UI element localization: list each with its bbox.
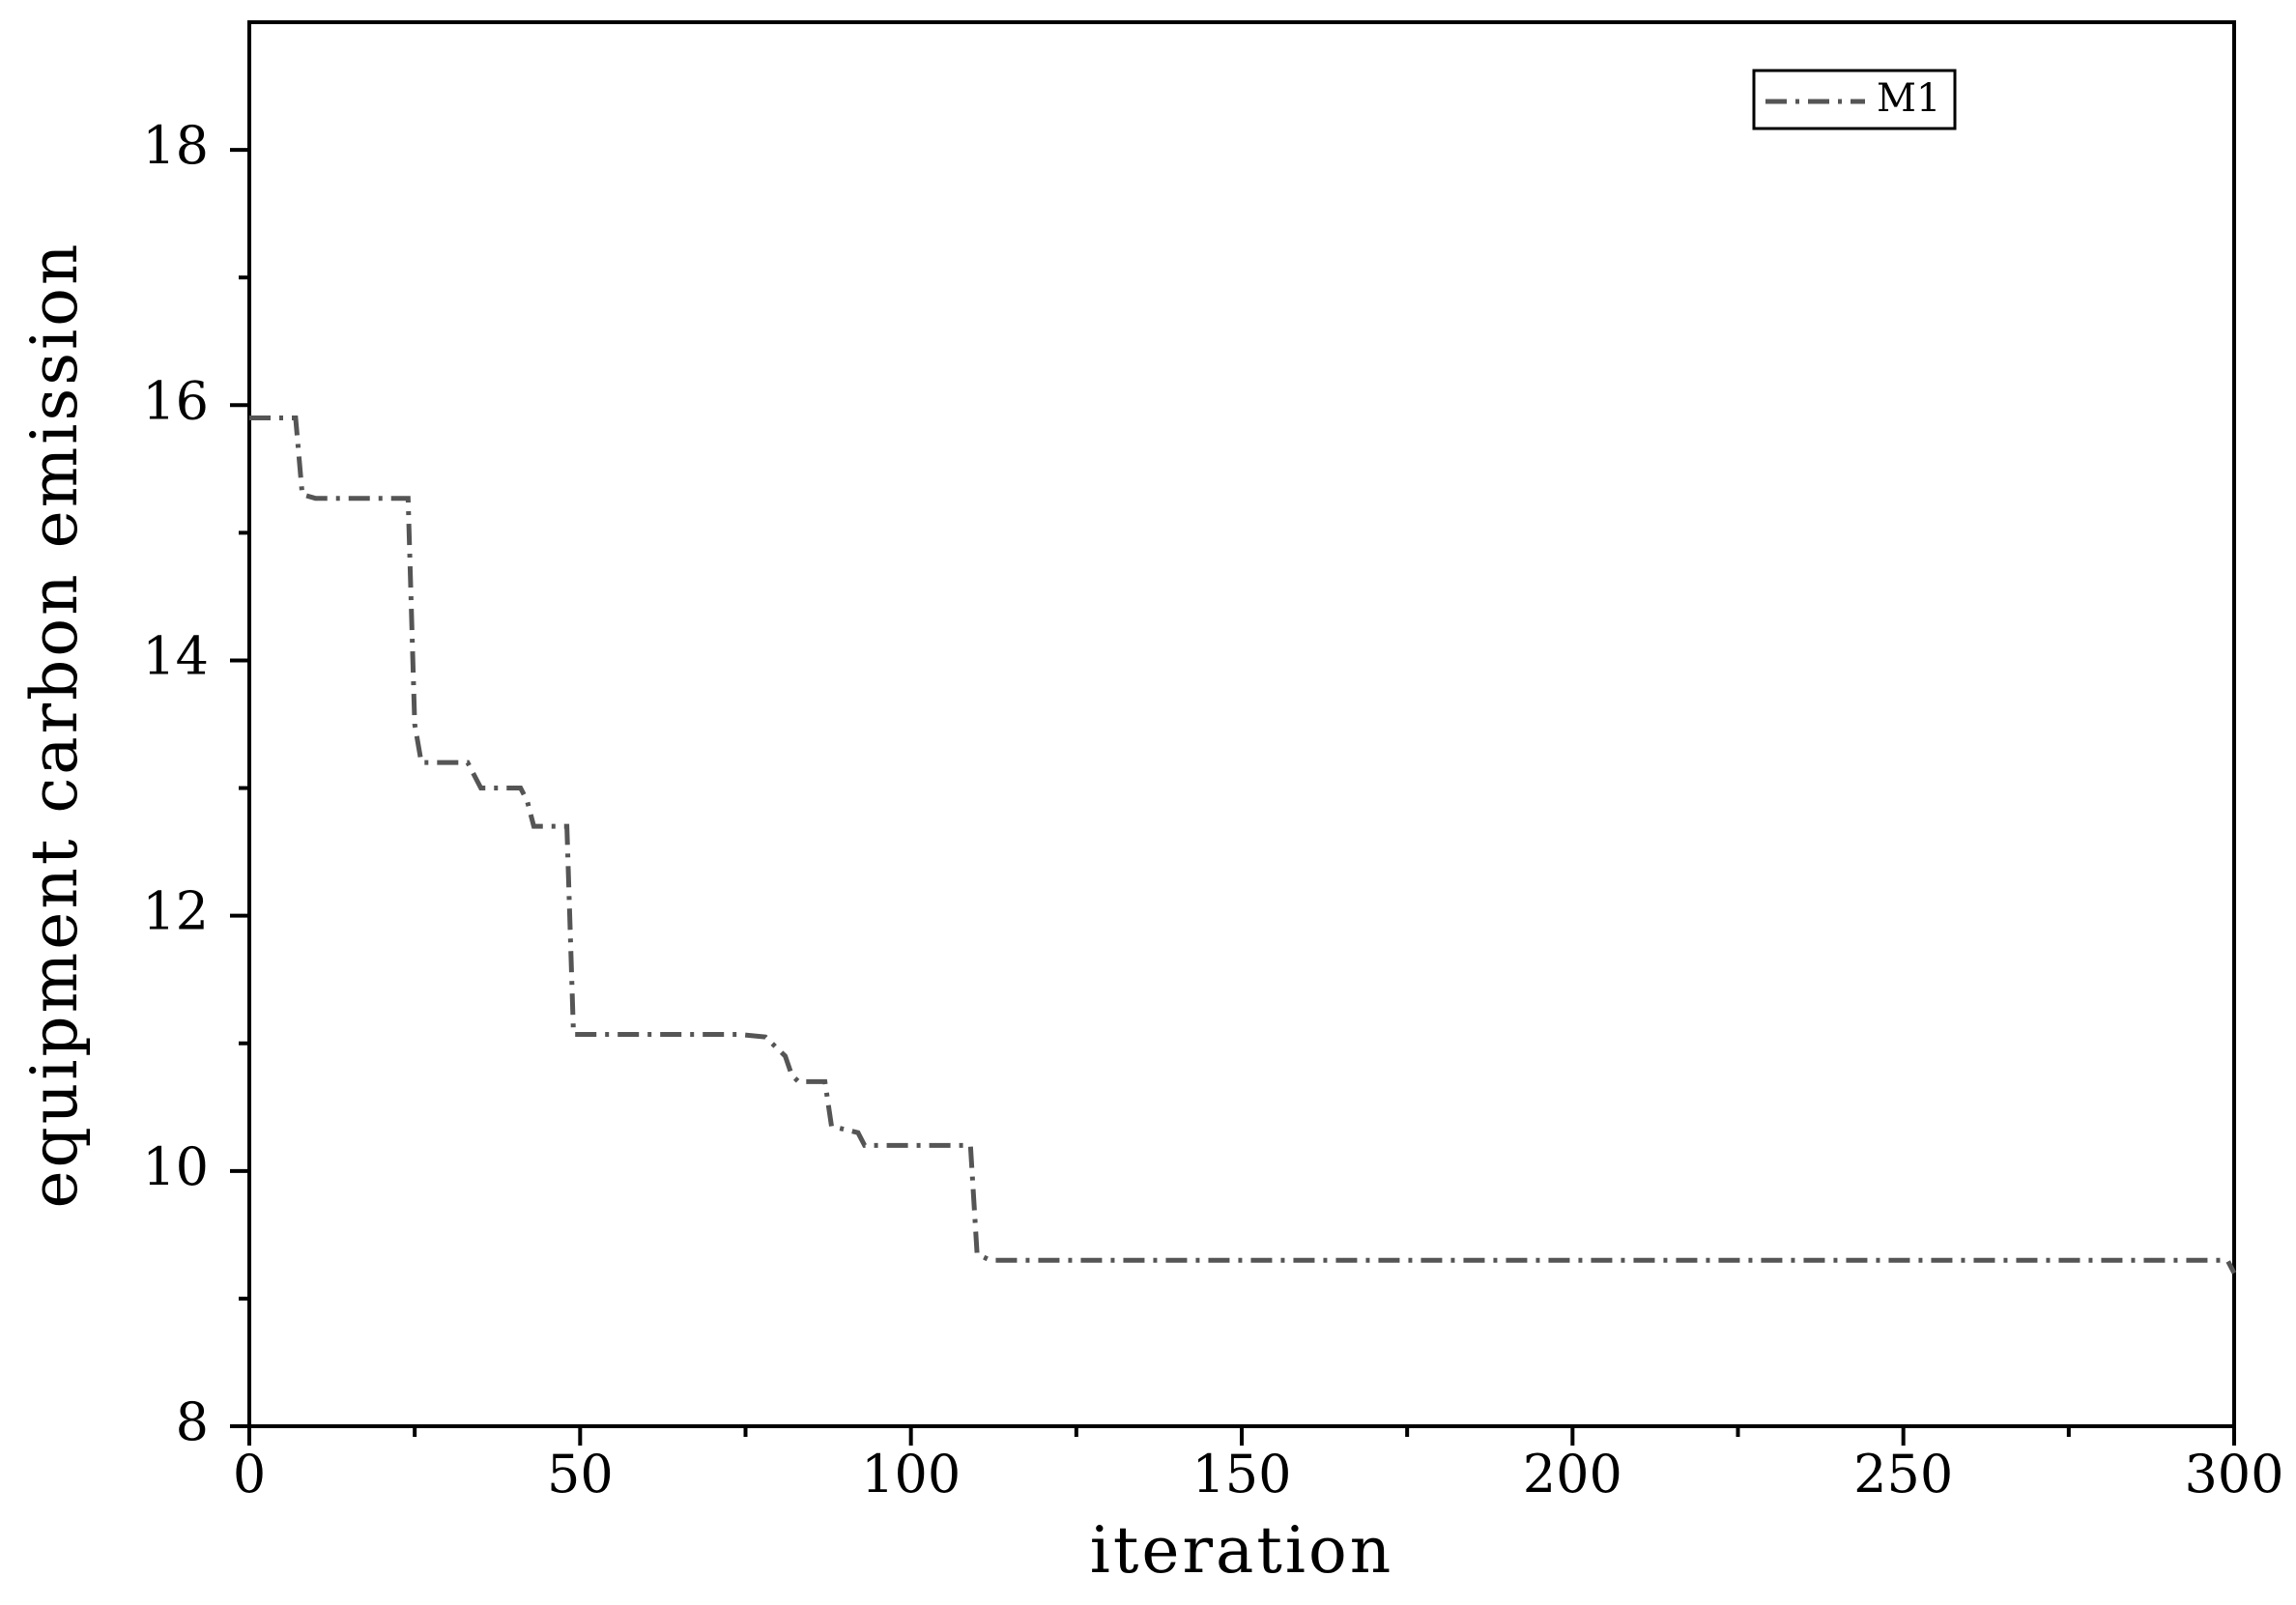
- x-tick-label: 100: [861, 1444, 961, 1505]
- x-tick-label: 250: [1853, 1444, 1953, 1505]
- x-tick-label: 200: [1523, 1444, 1622, 1505]
- y-tick-label: 16: [142, 370, 209, 431]
- y-tick-label: 8: [176, 1391, 209, 1452]
- x-tick-label: 50: [547, 1444, 614, 1505]
- legend-label: M1: [1877, 76, 1940, 121]
- x-axis-title: iteration: [1090, 1513, 1393, 1588]
- y-axis-title: equipment carbon emission: [17, 242, 92, 1209]
- y-tick-label: 12: [142, 881, 209, 942]
- x-tick-label: 150: [1191, 1444, 1291, 1505]
- y-tick-label: 14: [142, 625, 209, 686]
- data-line: [249, 415, 2237, 1275]
- y-tick-label: 10: [142, 1136, 209, 1197]
- x-tick-label: 0: [233, 1444, 266, 1505]
- x-tick-label: 300: [2184, 1444, 2283, 1505]
- plot-frame: [247, 20, 2236, 1428]
- y-tick-label: 18: [142, 115, 209, 176]
